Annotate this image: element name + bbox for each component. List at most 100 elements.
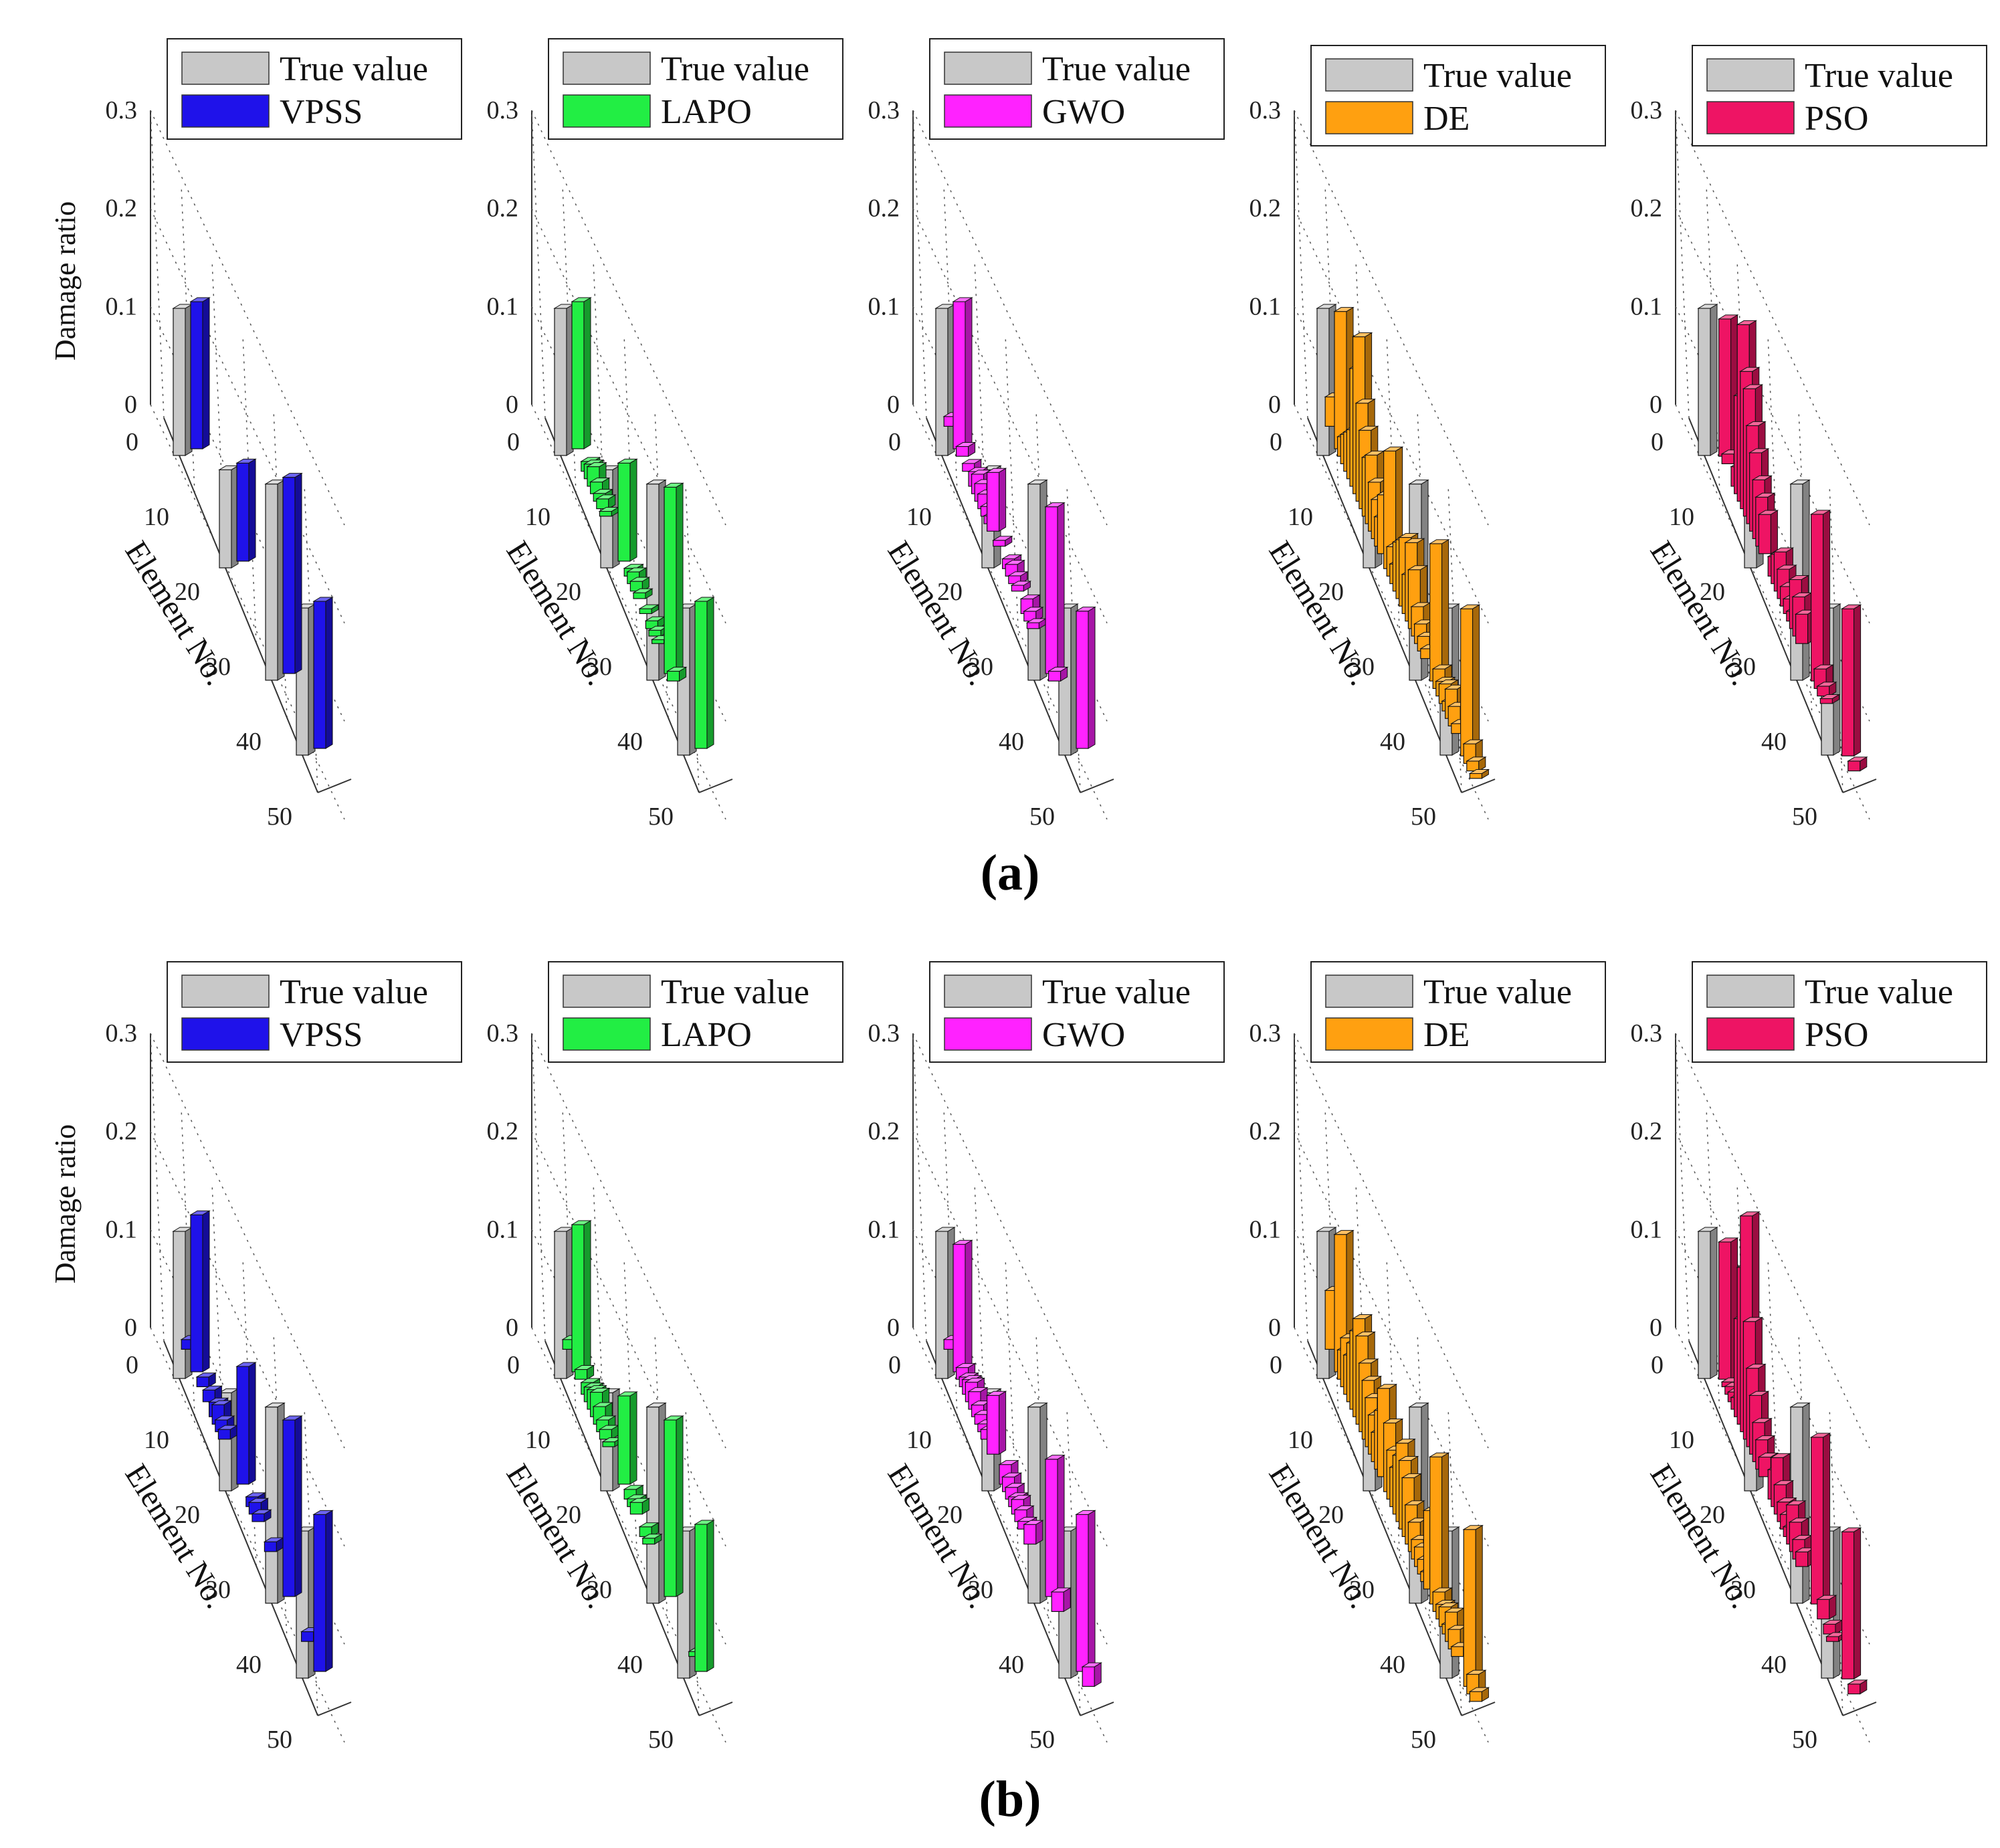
bar-true-value-top bbox=[1027, 1403, 1048, 1408]
x-tick-label: 50 bbox=[1792, 803, 1817, 831]
bar-pso bbox=[1758, 514, 1771, 554]
x-tick-label: 40 bbox=[1761, 728, 1787, 756]
x-tick-label: 20 bbox=[1700, 578, 1725, 606]
bar-gwo-top bbox=[955, 442, 977, 447]
bar-pso-top bbox=[1815, 1595, 1837, 1600]
bar-pso-top bbox=[1813, 664, 1835, 670]
bar-gwo-top bbox=[998, 1460, 1019, 1465]
bar-lapo-top bbox=[641, 1534, 663, 1539]
bar-lapo bbox=[617, 1395, 631, 1485]
grid-line-y bbox=[531, 1131, 726, 1546]
bar-lapo-top bbox=[595, 494, 617, 500]
bar-gwo bbox=[955, 445, 969, 457]
bar-de-top bbox=[1382, 446, 1404, 451]
x-tick-label: 10 bbox=[525, 1426, 551, 1454]
bar-gwo-top bbox=[1001, 554, 1023, 560]
bar-lapo bbox=[617, 462, 631, 562]
bar-de-side bbox=[1441, 1452, 1449, 1605]
x-tick-label: 50 bbox=[1411, 1726, 1436, 1754]
y-tick-label: 0 bbox=[1268, 1314, 1281, 1342]
bar-vpss bbox=[236, 1366, 249, 1485]
x-tick-label: 40 bbox=[999, 728, 1024, 756]
bar-de-top bbox=[1355, 1331, 1377, 1336]
bar-pso-top bbox=[1751, 475, 1773, 480]
bar-vpss bbox=[313, 601, 326, 749]
chart-b-de: 0 0.1 0.2 0.3 0 10 20 30 40 50 Element No. True val… bbox=[1249, 961, 1606, 1754]
x-tick-label: 10 bbox=[144, 1426, 169, 1454]
grid-line-y bbox=[1294, 1131, 1489, 1546]
bar-lapo-side bbox=[629, 458, 637, 562]
grid-line-y bbox=[531, 1033, 726, 1449]
bar-pso-side bbox=[1823, 1432, 1831, 1605]
x-tick-label: 50 bbox=[1792, 1726, 1817, 1754]
bar-de-top bbox=[1333, 307, 1355, 312]
bar-gwo-top bbox=[1004, 1483, 1026, 1488]
bar-gwo bbox=[953, 301, 966, 449]
legend-swatch-true-value bbox=[563, 52, 651, 85]
x-tick-label: 20 bbox=[1318, 578, 1344, 606]
x-tick-label: 30 bbox=[1730, 653, 1756, 681]
legend-label-true-value: True value bbox=[1423, 973, 1572, 1011]
legend-label-true-value: True value bbox=[1423, 57, 1572, 95]
bar-lapo bbox=[664, 1419, 677, 1597]
bar-true-value-top bbox=[1408, 1403, 1429, 1408]
bar-true-value-top bbox=[645, 480, 667, 485]
bar-lapo-side bbox=[676, 1415, 684, 1597]
bar-lapo bbox=[648, 629, 662, 637]
bar-true-value-top bbox=[1316, 1227, 1337, 1232]
legend-swatch-true-value bbox=[1325, 58, 1413, 92]
bar-vpss-top bbox=[247, 1498, 270, 1503]
grid-line-y bbox=[912, 306, 1108, 722]
bar-true-value bbox=[265, 484, 278, 681]
bar-true-value-top bbox=[1408, 480, 1429, 485]
bar-pso bbox=[1847, 1683, 1861, 1695]
grid-line-y bbox=[1675, 404, 1870, 820]
bar-pso-top bbox=[1748, 448, 1770, 453]
x-tick-label: 0 bbox=[126, 428, 138, 456]
grid-line-y bbox=[1294, 1327, 1489, 1743]
x-tick-label: 0 bbox=[888, 428, 901, 456]
bar-de bbox=[1460, 608, 1474, 756]
bar-vpss bbox=[236, 462, 249, 562]
bar-pso-top bbox=[1788, 575, 1810, 580]
bar-vpss bbox=[264, 1541, 277, 1552]
bar-gwo-side bbox=[965, 297, 973, 449]
bar-lapo bbox=[694, 601, 708, 749]
y-tick-label: 0 bbox=[124, 1314, 137, 1342]
x-tick-label: 50 bbox=[1411, 803, 1436, 831]
x-axis-label: Element No. bbox=[1643, 535, 1759, 692]
bar-de-top bbox=[1468, 1687, 1490, 1692]
y-tick-label: 0.1 bbox=[1631, 292, 1663, 320]
bar-de-top bbox=[1431, 1587, 1454, 1593]
y-tick-label: 0.1 bbox=[868, 292, 900, 320]
x-tick-label: 40 bbox=[236, 1651, 262, 1679]
bar-gwo-top bbox=[1004, 560, 1026, 565]
y-tick-label: 0.3 bbox=[106, 96, 138, 124]
bar-true-value-side bbox=[1833, 603, 1841, 756]
grid-line-x bbox=[531, 110, 546, 419]
bar-gwo bbox=[1011, 585, 1025, 592]
bar-lapo-top bbox=[586, 462, 607, 468]
x-tick-label: 0 bbox=[1270, 428, 1282, 456]
bar-de-top bbox=[1462, 739, 1484, 744]
y-tick-label: 0.1 bbox=[106, 1215, 138, 1243]
y-tick-label: 0.3 bbox=[487, 96, 519, 124]
y-tick-label: 0.2 bbox=[106, 1118, 138, 1146]
legend-label-true-value: True value bbox=[1805, 973, 1953, 1011]
x-tick-label: 10 bbox=[906, 503, 932, 531]
legend-swatch-pso bbox=[1706, 1017, 1795, 1051]
bar-true-value-top bbox=[264, 1403, 286, 1408]
y-tick-label: 0.3 bbox=[1631, 1019, 1663, 1047]
depth-axis-line bbox=[317, 779, 352, 793]
bar-gwo bbox=[1076, 1514, 1089, 1672]
y-tick-label: 0 bbox=[506, 1314, 518, 1342]
x-tick-label: 50 bbox=[267, 803, 292, 831]
x-axis-line bbox=[163, 1340, 318, 1716]
bar-de-top bbox=[1397, 533, 1419, 538]
y-tick-label: 0.3 bbox=[868, 1019, 900, 1047]
y-tick-label: 0.2 bbox=[487, 1118, 519, 1146]
bar-pso-top bbox=[1757, 510, 1779, 515]
bar-lapo bbox=[642, 1538, 656, 1545]
bar-vpss bbox=[252, 1513, 265, 1522]
x-tick-label: 10 bbox=[144, 503, 169, 531]
